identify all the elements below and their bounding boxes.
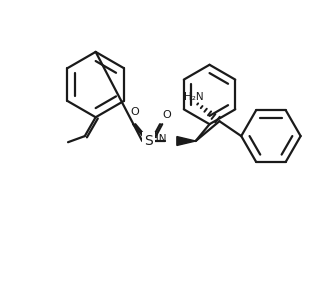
Text: S: S — [144, 134, 153, 148]
Text: HN: HN — [152, 134, 167, 144]
Text: O: O — [130, 107, 139, 117]
Text: H₂N: H₂N — [184, 93, 203, 103]
Text: O: O — [163, 110, 171, 120]
Polygon shape — [177, 137, 196, 145]
